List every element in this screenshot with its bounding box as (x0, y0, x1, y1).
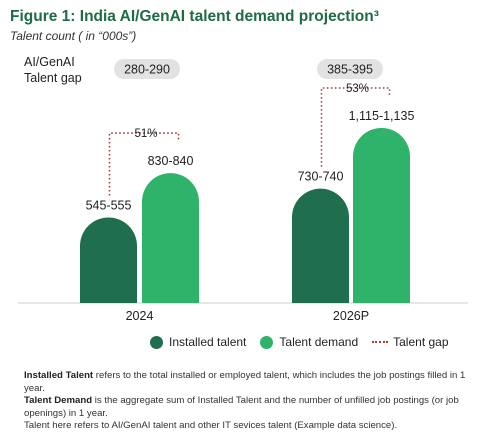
legend-item-installed: Installed talent (150, 335, 246, 349)
gap-pill-2026P (317, 59, 383, 79)
chart-legend: Installed talent Talent demand Talent ga… (150, 333, 463, 351)
legend-swatch-gap (372, 341, 389, 343)
gap-value-2024: 280-290 (124, 63, 170, 77)
bar-installed-2024 (80, 217, 137, 303)
figure-notes: Installed Talent refers to the total ins… (24, 370, 469, 433)
note-demand-term: Talent Demand (24, 395, 93, 407)
gap-percent-2026P: 53% (346, 83, 369, 95)
value-label-installed-2026P: 730-740 (298, 170, 344, 184)
legend-label-gap: Talent gap (393, 335, 449, 349)
category-label-2024: 2024 (126, 309, 154, 323)
talent-gap-row-label: AI/GenAI Talent gap (24, 55, 82, 85)
value-label-demand-2024: 830-840 (148, 154, 194, 168)
legend-swatch-installed (150, 335, 163, 349)
note-installed-term: Installed Talent (24, 370, 94, 381)
gap-percent-2024: 51% (134, 128, 157, 140)
note-installed-text: refers to the total installed or employe… (24, 370, 466, 394)
value-label-installed-2024: 545-555 (86, 198, 132, 212)
value-label-demand-2026P: 1,115-1,135 (349, 109, 415, 123)
bar-demand-2024 (142, 173, 199, 303)
legend-swatch-demand (260, 335, 274, 349)
bar-demand-2026P (353, 128, 410, 303)
note-demand-text: is the aggregate sum of Installed Talent… (24, 395, 459, 419)
legend-item-demand: Talent demand (260, 335, 358, 349)
bar-installed-2026P (292, 188, 349, 303)
category-label-2026P: 2026P (333, 309, 369, 323)
legend-label-installed: Installed talent (169, 335, 247, 349)
note-demand: Talent Demand is the aggregate sum of In… (24, 395, 469, 420)
figure-subtitle: Talent count ( in “000s”) (10, 29, 137, 43)
gap-bracket-2026P (320, 87, 391, 167)
gap-value-2026P: 385-395 (327, 63, 373, 77)
legend-item-gap: Talent gap (372, 335, 449, 349)
legend-label-demand: Talent demand (279, 335, 359, 349)
figure-title: Figure 1: India AI/GenAI talent demand p… (10, 8, 379, 25)
note-scope: Talent here refers to AI/GenAI talent an… (24, 420, 398, 432)
note-installed: Installed Talent refers to the total ins… (24, 370, 469, 395)
gap-bracket-2024 (108, 132, 180, 196)
gap-pill-2024 (114, 59, 180, 79)
